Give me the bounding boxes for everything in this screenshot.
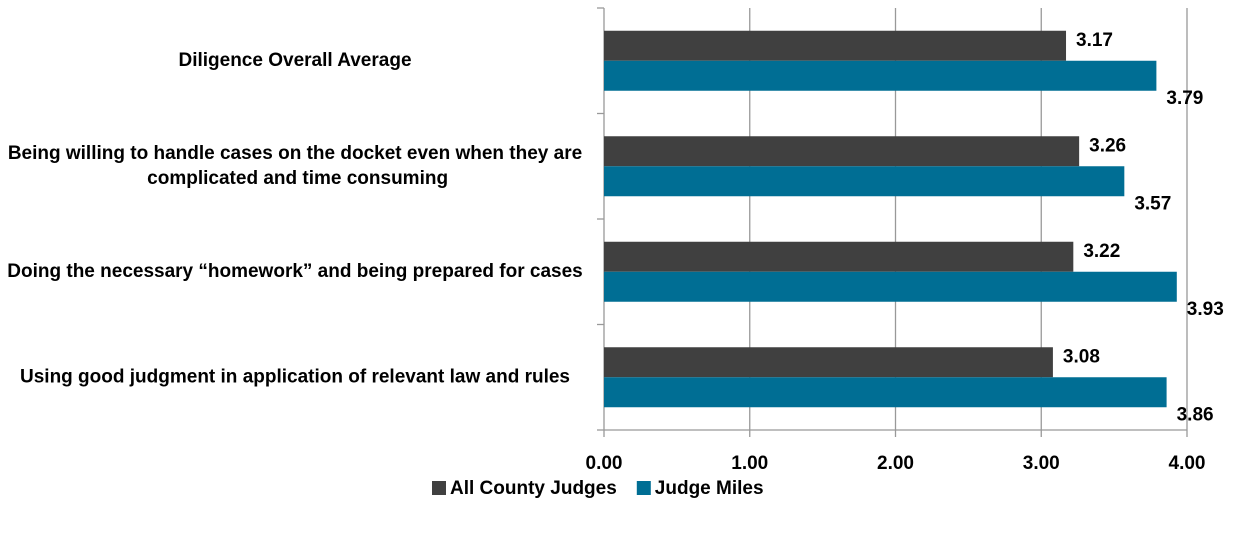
x-tick-label: 4.00 <box>1169 453 1206 474</box>
legend-label: Judge Miles <box>655 478 764 499</box>
category-label: Using good judgment in application of re… <box>20 366 570 387</box>
category-label: Doing the necessary “homework” and being… <box>7 261 582 282</box>
value-label: 3.22 <box>1083 241 1120 262</box>
legend-swatch <box>636 481 651 495</box>
bar <box>604 136 1080 167</box>
x-tick-label: 1.00 <box>731 453 768 474</box>
value-label: 3.86 <box>1177 404 1214 425</box>
value-label: 3.17 <box>1076 30 1113 51</box>
value-label: 3.79 <box>1166 88 1203 109</box>
x-tick-label: 2.00 <box>877 453 914 474</box>
bar <box>604 347 1053 378</box>
bar <box>604 166 1125 197</box>
x-tick-label: 3.00 <box>1023 453 1060 474</box>
bar <box>604 60 1157 91</box>
bar <box>604 241 1074 272</box>
value-label: 3.08 <box>1063 346 1100 367</box>
value-label: 3.57 <box>1134 193 1171 214</box>
bar <box>604 30 1067 61</box>
x-tick-label: 0.00 <box>586 453 623 474</box>
category-label: Being willing to handle cases on the doc… <box>8 143 582 189</box>
bar <box>604 377 1167 408</box>
category-label: Diligence Overall Average <box>178 50 411 71</box>
legend-swatch <box>432 481 446 495</box>
value-label: 3.93 <box>1187 299 1224 320</box>
bar <box>604 271 1177 302</box>
legend-label: All County Judges <box>450 478 617 499</box>
value-label: 3.26 <box>1089 135 1126 156</box>
